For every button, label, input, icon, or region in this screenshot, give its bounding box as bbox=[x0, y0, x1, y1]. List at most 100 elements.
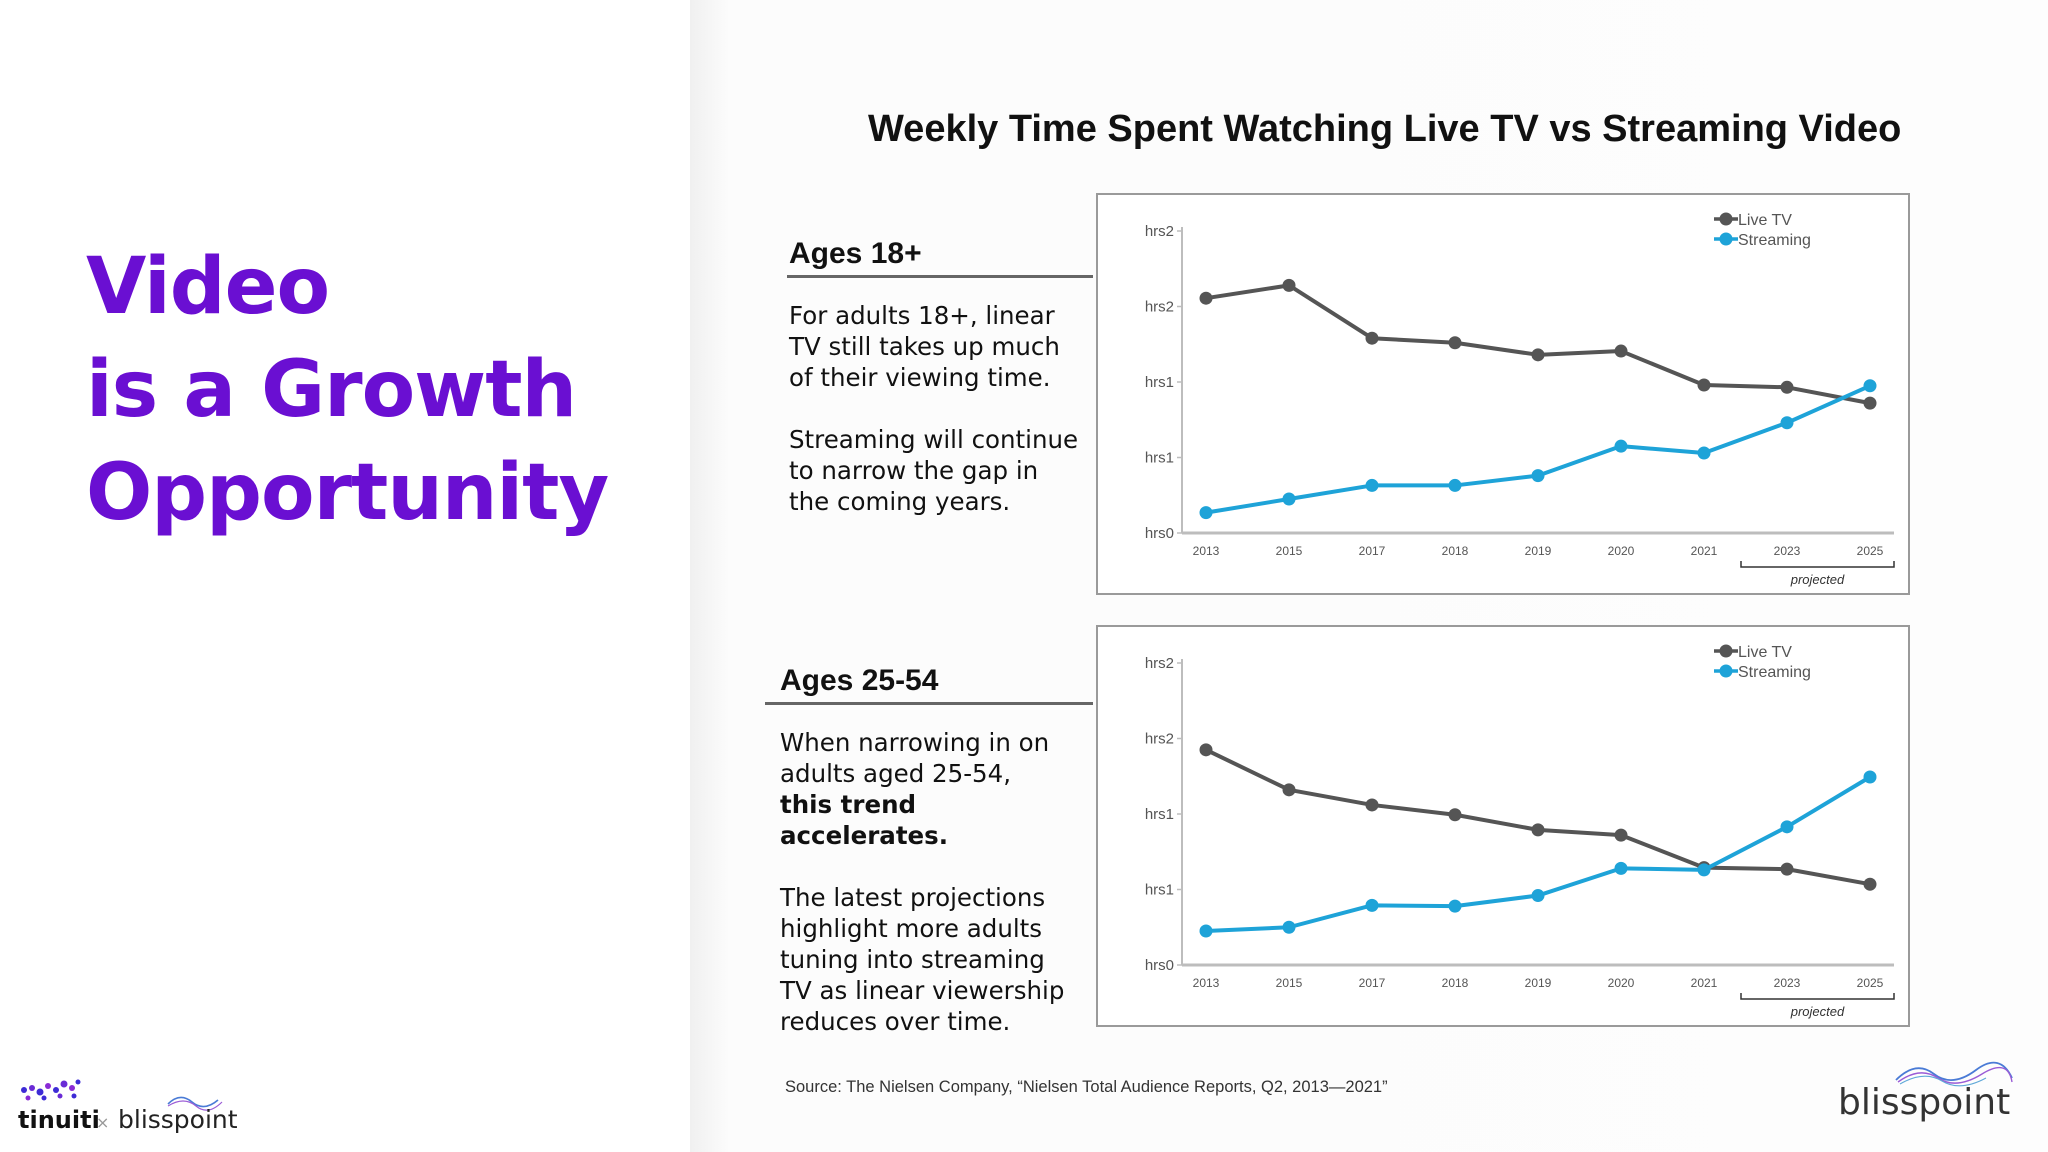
data-point-streaming bbox=[1282, 492, 1296, 506]
x-tick-label: 2023 bbox=[1774, 976, 1801, 990]
y-tick-label: hrs1 bbox=[1145, 374, 1174, 391]
blisspoint-logo: blisspoint bbox=[1838, 1061, 2013, 1123]
data-point-streaming bbox=[1863, 379, 1877, 393]
x-tick-label: 2025 bbox=[1857, 976, 1884, 990]
projected-label: projected bbox=[1790, 1004, 1845, 1019]
headline-line-1: Video bbox=[86, 242, 330, 332]
data-point-streaming bbox=[1531, 889, 1545, 903]
legend-marker-streaming bbox=[1719, 664, 1733, 678]
data-point-live-tv bbox=[1448, 336, 1462, 350]
data-point-live-tv bbox=[1863, 877, 1877, 891]
data-point-live-tv bbox=[1448, 808, 1462, 822]
tinuiti-dots-icon bbox=[21, 1079, 81, 1101]
legend-marker-streaming bbox=[1719, 232, 1733, 246]
legend-label-live-tv: Live TV bbox=[1738, 212, 1792, 229]
section-1-paragraph-2: Streaming will continue to narrow the ga… bbox=[789, 425, 1079, 516]
data-point-streaming bbox=[1531, 469, 1545, 483]
x-tick-label: 2015 bbox=[1276, 976, 1303, 990]
data-point-streaming bbox=[1780, 416, 1794, 430]
x-tick-label: 2023 bbox=[1774, 544, 1801, 558]
section-2-emphasis: this trend accelerates. bbox=[780, 790, 949, 850]
y-tick-label: hrs1 bbox=[1145, 450, 1174, 467]
y-tick-label: hrs0 bbox=[1145, 525, 1174, 542]
data-point-streaming bbox=[1365, 478, 1379, 492]
x-tick-label: 2013 bbox=[1193, 544, 1220, 558]
y-tick-label: hrs2 bbox=[1145, 223, 1174, 240]
tinuiti-blisspoint-logo: tinuiti × blisspoint bbox=[18, 1079, 238, 1134]
headline-line-3: Opportunity bbox=[86, 448, 609, 538]
blisspoint-wave-icon bbox=[1895, 1061, 2013, 1081]
data-point-live-tv bbox=[1697, 378, 1711, 392]
legend-label-streaming: Streaming bbox=[1738, 232, 1811, 249]
projected-bracket bbox=[1740, 561, 1895, 568]
logo-separator: × bbox=[96, 1113, 109, 1132]
x-tick-label: 2021 bbox=[1691, 544, 1718, 558]
x-tick-label: 2013 bbox=[1193, 976, 1220, 990]
section-1-paragraph-1: For adults 18+, linear TV still takes up… bbox=[789, 301, 1060, 392]
chart-svg: hrs0 hrs1 hrs1 hrs2 hrs2 2013 2015 2017 2018 2019… bbox=[1145, 212, 1895, 587]
chart-svg: hrs0 hrs1 hrs1 hrs2 hrs2 2013 2015 2017 2018 2019… bbox=[1145, 644, 1895, 1019]
data-point-streaming bbox=[1448, 478, 1462, 492]
data-point-live-tv bbox=[1531, 823, 1545, 837]
y-tick-label: hrs0 bbox=[1145, 957, 1174, 974]
section-rule bbox=[765, 702, 1093, 705]
y-tick-label: hrs1 bbox=[1145, 882, 1174, 899]
data-point-streaming bbox=[1614, 439, 1628, 453]
x-tick-label: 2020 bbox=[1608, 976, 1635, 990]
blisspoint-wordmark-large: blisspoint bbox=[1838, 1082, 2010, 1123]
data-point-streaming bbox=[1697, 446, 1711, 460]
legend-label-live-tv: Live TV bbox=[1738, 644, 1792, 661]
projected-bracket bbox=[1740, 993, 1895, 1000]
x-tick-label: 2025 bbox=[1857, 544, 1884, 558]
data-point-streaming bbox=[1614, 861, 1628, 875]
headline: Video is a Growth Opportunity bbox=[86, 236, 609, 545]
data-point-streaming bbox=[1863, 770, 1877, 784]
x-tick-label: 2017 bbox=[1359, 976, 1386, 990]
data-point-live-tv bbox=[1365, 331, 1379, 345]
x-tick-label: 2015 bbox=[1276, 544, 1303, 558]
section-2-text: When narrowing in on adults aged 25-54, bbox=[780, 728, 1050, 788]
projected-label: projected bbox=[1790, 572, 1845, 587]
blisspoint-wave-icon bbox=[167, 1096, 219, 1108]
legend-label-streaming: Streaming bbox=[1738, 664, 1811, 681]
data-point-live-tv bbox=[1614, 344, 1628, 358]
line-chart-ages-25-54: hrs0 hrs1 hrs1 hrs2 hrs2 2013 2015 2017 2018 2019… bbox=[1096, 625, 1910, 1027]
data-point-live-tv bbox=[1614, 828, 1628, 842]
series-line-streaming bbox=[1205, 383, 1871, 515]
legend-marker-live-tv bbox=[1719, 212, 1733, 226]
data-point-streaming bbox=[1365, 898, 1379, 912]
data-point-live-tv bbox=[1863, 396, 1877, 410]
headline-line-2: is a Growth bbox=[86, 345, 577, 435]
y-tick-label: hrs2 bbox=[1145, 299, 1174, 316]
series-line-live-tv bbox=[1205, 283, 1871, 406]
x-tick-label: 2021 bbox=[1691, 976, 1718, 990]
y-tick-label: hrs1 bbox=[1145, 806, 1174, 823]
section-1-copy: For adults 18+, linear TV still takes up… bbox=[789, 300, 1079, 548]
slide-title: Weekly Time Spent Watching Live TV vs St… bbox=[868, 108, 1902, 150]
section-2-paragraph-1: When narrowing in on adults aged 25-54, … bbox=[780, 727, 1070, 851]
series-line-streaming bbox=[1205, 775, 1872, 934]
data-point-live-tv bbox=[1199, 743, 1213, 757]
y-tick-label: hrs2 bbox=[1145, 655, 1174, 672]
data-point-streaming bbox=[1697, 863, 1711, 877]
left-panel bbox=[0, 0, 690, 1152]
tinuiti-wordmark: tinuiti bbox=[18, 1106, 100, 1134]
data-point-streaming bbox=[1780, 820, 1794, 834]
section-2-paragraph-2: The latest projections highlight more ad… bbox=[780, 883, 1065, 1036]
x-tick-label: 2017 bbox=[1359, 544, 1386, 558]
section-heading-ages-18plus: Ages 18+ bbox=[789, 237, 922, 270]
data-point-streaming bbox=[1282, 920, 1296, 934]
data-point-live-tv bbox=[1780, 862, 1794, 876]
data-point-live-tv bbox=[1531, 348, 1545, 362]
x-tick-label: 2018 bbox=[1442, 976, 1469, 990]
data-point-streaming bbox=[1199, 506, 1213, 520]
data-point-live-tv bbox=[1365, 798, 1379, 812]
x-tick-label: 2019 bbox=[1525, 976, 1552, 990]
data-point-streaming bbox=[1199, 924, 1213, 938]
data-point-live-tv bbox=[1780, 380, 1794, 394]
data-point-streaming bbox=[1448, 899, 1462, 913]
section-heading-ages-25-54: Ages 25-54 bbox=[780, 664, 939, 697]
series-line-live-tv bbox=[1205, 748, 1871, 887]
y-tick-label: hrs2 bbox=[1145, 731, 1174, 748]
section-2-copy: When narrowing in on adults aged 25-54, … bbox=[780, 727, 1070, 1068]
